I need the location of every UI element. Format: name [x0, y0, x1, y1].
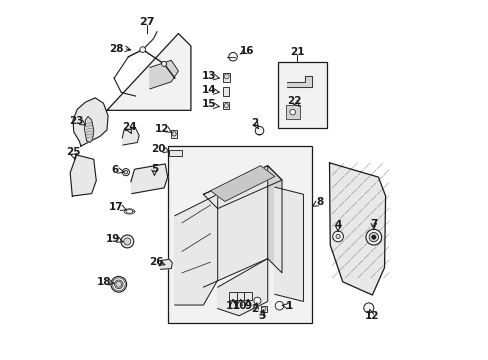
Polygon shape: [107, 33, 190, 111]
Circle shape: [363, 303, 373, 313]
Text: 16: 16: [240, 46, 254, 56]
Circle shape: [121, 235, 134, 248]
Polygon shape: [203, 166, 282, 208]
Text: 26: 26: [148, 257, 163, 267]
Polygon shape: [210, 166, 274, 202]
Circle shape: [111, 276, 126, 292]
Bar: [167, 146, 312, 323]
Circle shape: [162, 62, 166, 66]
Circle shape: [124, 170, 127, 174]
Text: 20: 20: [150, 144, 165, 154]
Text: 15: 15: [202, 99, 216, 109]
Bar: [260, 306, 266, 312]
Circle shape: [368, 233, 378, 242]
Polygon shape: [175, 194, 217, 305]
Circle shape: [228, 53, 237, 61]
Text: 28: 28: [109, 44, 123, 54]
Text: 22: 22: [286, 96, 301, 107]
Text: 6: 6: [111, 165, 119, 175]
Text: 17: 17: [109, 202, 123, 212]
Text: 25: 25: [66, 147, 81, 157]
Text: 2: 2: [250, 118, 258, 128]
Polygon shape: [267, 166, 282, 273]
Polygon shape: [122, 128, 139, 145]
Bar: [285, 105, 299, 119]
Circle shape: [224, 74, 229, 79]
Circle shape: [255, 126, 263, 135]
Text: 2: 2: [251, 304, 258, 314]
Text: 18: 18: [97, 277, 111, 287]
Circle shape: [289, 109, 295, 115]
Polygon shape: [149, 60, 178, 89]
Bar: [278, 62, 326, 128]
Text: 8: 8: [316, 197, 323, 207]
Polygon shape: [274, 187, 303, 301]
Circle shape: [275, 301, 283, 310]
Polygon shape: [203, 166, 267, 287]
Polygon shape: [217, 258, 267, 316]
Polygon shape: [329, 163, 385, 295]
Polygon shape: [159, 259, 172, 269]
Circle shape: [140, 47, 145, 53]
Bar: [168, 150, 182, 156]
Text: 14: 14: [202, 85, 216, 95]
Polygon shape: [84, 116, 94, 143]
Text: 12: 12: [155, 124, 169, 134]
Text: 13: 13: [202, 71, 216, 81]
Text: 10: 10: [232, 301, 247, 311]
Circle shape: [371, 235, 375, 239]
Circle shape: [332, 231, 343, 242]
Circle shape: [335, 234, 340, 239]
Polygon shape: [70, 155, 96, 196]
Bar: [223, 102, 229, 109]
Polygon shape: [131, 164, 167, 194]
Polygon shape: [73, 98, 108, 146]
Circle shape: [365, 229, 381, 245]
Circle shape: [122, 168, 129, 176]
Text: 12: 12: [365, 311, 379, 321]
Circle shape: [253, 297, 261, 304]
Text: 21: 21: [289, 47, 304, 57]
Circle shape: [224, 104, 228, 108]
Circle shape: [123, 238, 131, 245]
Bar: [229, 292, 236, 300]
Text: 5: 5: [150, 163, 158, 174]
Circle shape: [261, 307, 265, 311]
Circle shape: [114, 280, 123, 289]
Text: 7: 7: [369, 219, 377, 229]
Text: 3: 3: [258, 311, 264, 321]
Text: 1: 1: [285, 301, 292, 311]
Text: 19: 19: [105, 234, 120, 244]
Bar: [237, 292, 244, 300]
Text: 4: 4: [334, 220, 341, 230]
Bar: [223, 87, 228, 96]
Text: 11: 11: [225, 301, 240, 311]
Bar: [171, 130, 177, 138]
Text: 23: 23: [68, 116, 83, 126]
Text: 27: 27: [139, 17, 155, 27]
Text: 24: 24: [122, 122, 137, 132]
Text: 9: 9: [244, 301, 251, 311]
Circle shape: [172, 132, 176, 136]
Bar: [244, 292, 251, 300]
Bar: [223, 73, 230, 82]
Polygon shape: [287, 76, 312, 87]
